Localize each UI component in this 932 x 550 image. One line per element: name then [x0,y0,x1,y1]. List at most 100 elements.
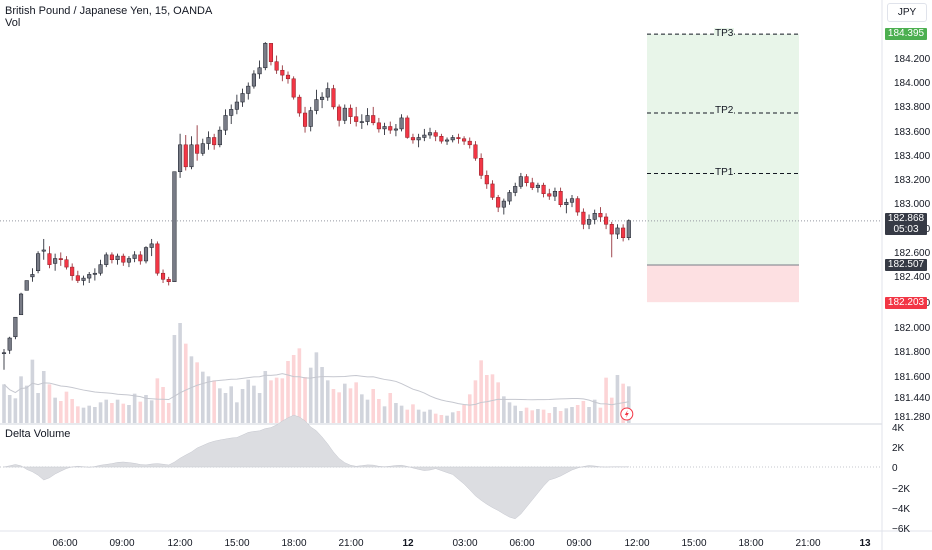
volume-bar [36,393,40,423]
candle-body [393,128,398,131]
volume-bar [479,360,483,423]
candle-body [143,247,149,262]
candle-body [586,219,592,225]
volume-bar [269,380,273,423]
candle-body [251,73,256,87]
volume-bar [110,403,114,423]
candle-body [410,137,416,141]
volume-bar [201,371,205,423]
delta-tick-label: −6K [892,524,910,535]
candle-body [81,277,86,281]
volume-bar [513,405,517,423]
candle-body [132,254,137,259]
candle-body [621,227,626,238]
volume-bar [609,397,614,423]
volume-bar [189,356,194,423]
candle-body [444,139,450,142]
volume-bar [343,383,347,423]
candle-body [518,176,523,187]
candle-body [138,254,143,262]
volume-bar [348,388,353,423]
volume-bar [416,409,421,423]
volume-bar [382,406,387,423]
profit-zone [647,34,799,266]
volume-bar [473,380,478,423]
candle-body [257,67,262,75]
candle-body [569,198,575,203]
candle-body [126,258,132,263]
volume-bar [496,382,500,423]
time-tick-label: 18:00 [281,538,306,549]
candle-body [206,137,211,144]
volume-bar [246,379,251,423]
volume-bar [19,376,23,423]
volume-bar [183,343,188,423]
candle-body [200,143,205,154]
delta-volume-area [3,414,630,520]
candle-body [399,117,404,130]
volume-bar [13,398,18,423]
volume-bar [399,405,404,423]
volume-bar [553,407,557,423]
volume-bar [314,352,319,423]
volume-bar [325,380,330,423]
volume-bar [104,399,109,423]
price-tick-label: 183.800 [894,102,931,113]
volume-bar [87,405,91,423]
volume-bar [405,409,410,423]
loss-zone [647,265,799,303]
price-tick-label: 181.280 [894,412,931,423]
volume-bar [235,402,239,423]
currency-button[interactable]: JPY [887,3,927,22]
candle-body [558,191,563,205]
candle-body [405,117,410,138]
volume-bar [450,412,455,423]
candle-body [479,158,484,176]
candle-body [234,101,239,110]
candle-body [325,88,330,98]
delta-tick-label: 0 [892,463,898,474]
candle-body [47,253,52,265]
candle-body [36,253,41,272]
candle-body [513,186,518,193]
volume-bar [575,405,580,423]
volume-bar [240,389,245,423]
price-tick-label: 182.600 [894,248,931,259]
volume-bar [2,384,6,423]
candle-body [376,122,381,130]
chart-title: British Pound / Japanese Yen, 15, OANDA [5,5,213,17]
volume-bar [132,393,137,423]
time-tick-label: 06:00 [52,538,77,549]
price-tick-label: 181.800 [894,347,931,358]
volume-bar [388,393,393,423]
candle-body [189,144,194,168]
volume-bar [377,399,381,423]
candle-body [604,216,609,225]
volume-bar [98,402,103,423]
candle-body [450,137,455,141]
volume-bar [598,407,603,423]
candle-body [58,258,63,261]
candle-body [104,254,109,265]
candle-body [98,264,103,274]
delta-tick-label: −2K [892,484,910,495]
volume-bar [581,401,586,423]
candle-body [496,197,501,208]
volume-bar [218,388,222,423]
tp3-price-badge: 184.395 [885,28,927,40]
candle-body [552,191,558,197]
volume-bar [570,407,574,423]
volume-bar [166,403,171,423]
time-tick-label: 12:00 [624,538,649,549]
candle-body [490,183,495,198]
candle-body [382,126,387,130]
volume-bar [53,397,57,423]
candle-body [592,213,597,220]
volume-bar [70,399,74,423]
candle-body [530,182,535,188]
candle-body [507,192,512,202]
candle-body [348,107,353,117]
time-tick-label: 21:00 [795,538,820,549]
price-tick-label: 183.000 [894,199,931,210]
